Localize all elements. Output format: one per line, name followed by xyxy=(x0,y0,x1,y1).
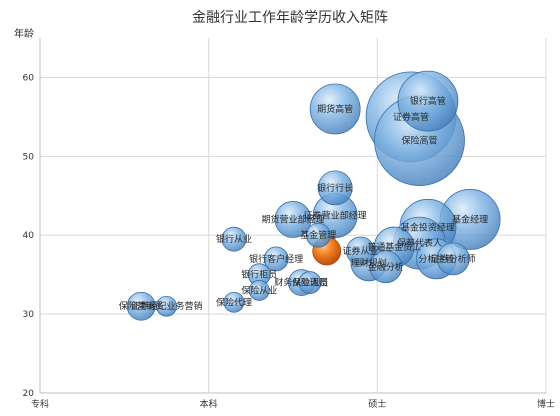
bubble-label: 期货营业部经理 xyxy=(261,213,324,225)
bubble-point xyxy=(317,170,353,206)
bubble-label: 银行从业 xyxy=(216,233,252,245)
bubble-label: 证券从业 xyxy=(342,245,378,257)
bubble-label: 保荐代表人 xyxy=(397,237,442,249)
y-tick-label: 30 xyxy=(23,310,35,320)
bubble-point xyxy=(298,271,322,294)
bubble-point xyxy=(223,291,245,313)
bubble-label: 银行高管 xyxy=(410,95,446,107)
bubble-label: 基金管理 xyxy=(300,229,336,241)
bubble-label: 保险营销员 xyxy=(119,300,164,312)
bubble-point xyxy=(436,242,470,276)
x-tick-label: 本科 xyxy=(200,398,218,410)
y-axis-label: 年龄 xyxy=(14,27,34,40)
bubble-label: 银行客户经理 xyxy=(249,253,303,265)
bubble-label: 保险高管 xyxy=(401,135,437,147)
y-tick-label: 20 xyxy=(23,389,35,399)
bubble-label: 证券分析师 xyxy=(431,253,476,265)
bubble-label: 期货高管 xyxy=(317,103,353,115)
bubble-point xyxy=(346,236,375,266)
bubble-label: 保险从业 xyxy=(241,284,277,296)
bubble-label: 基金经理 xyxy=(452,213,488,225)
bubble-label: 财务从业人员 xyxy=(274,277,328,289)
bubble-label: 理财规划 xyxy=(351,257,387,269)
bubble-label: 证券营业部经理 xyxy=(304,210,367,222)
x-tick-label: 专科 xyxy=(31,398,49,410)
bubble-point xyxy=(309,83,361,135)
bubble-label: 金融分析 xyxy=(368,261,404,273)
y-tick-label: 60 xyxy=(23,73,35,83)
chart-title: 金融行业工作年龄学历收入矩阵 xyxy=(192,10,388,26)
y-tick-label: 40 xyxy=(23,231,35,241)
bubble-label: 银行行长 xyxy=(317,182,353,194)
bubble-label: 保险代理 xyxy=(216,296,252,308)
bubble-label: 普通基金员工 xyxy=(367,241,421,253)
bubble-label: 证券经纪业务营销 xyxy=(130,300,202,312)
bubble-point xyxy=(126,291,156,321)
bubble-label: 证券高管 xyxy=(393,111,429,123)
bubble-point xyxy=(274,201,312,238)
bubble-label: 分析主管 xyxy=(418,253,454,265)
bubble-point xyxy=(221,226,247,252)
bubble-label: 保险理赔 xyxy=(292,277,328,289)
y-tick-label: 50 xyxy=(23,152,35,162)
bubble-label: 基金投资经理 xyxy=(401,221,455,233)
bubble-point xyxy=(397,70,459,132)
bubble-point xyxy=(156,295,177,317)
bubble-point xyxy=(369,250,403,284)
bubble-point xyxy=(248,280,270,301)
bubble-point xyxy=(305,222,331,248)
x-tick-label: 硕士 xyxy=(368,398,386,410)
bubble-point xyxy=(263,246,289,272)
bubble-label: 银行柜员 xyxy=(241,269,277,281)
x-tick-label: 博士 xyxy=(537,398,555,410)
